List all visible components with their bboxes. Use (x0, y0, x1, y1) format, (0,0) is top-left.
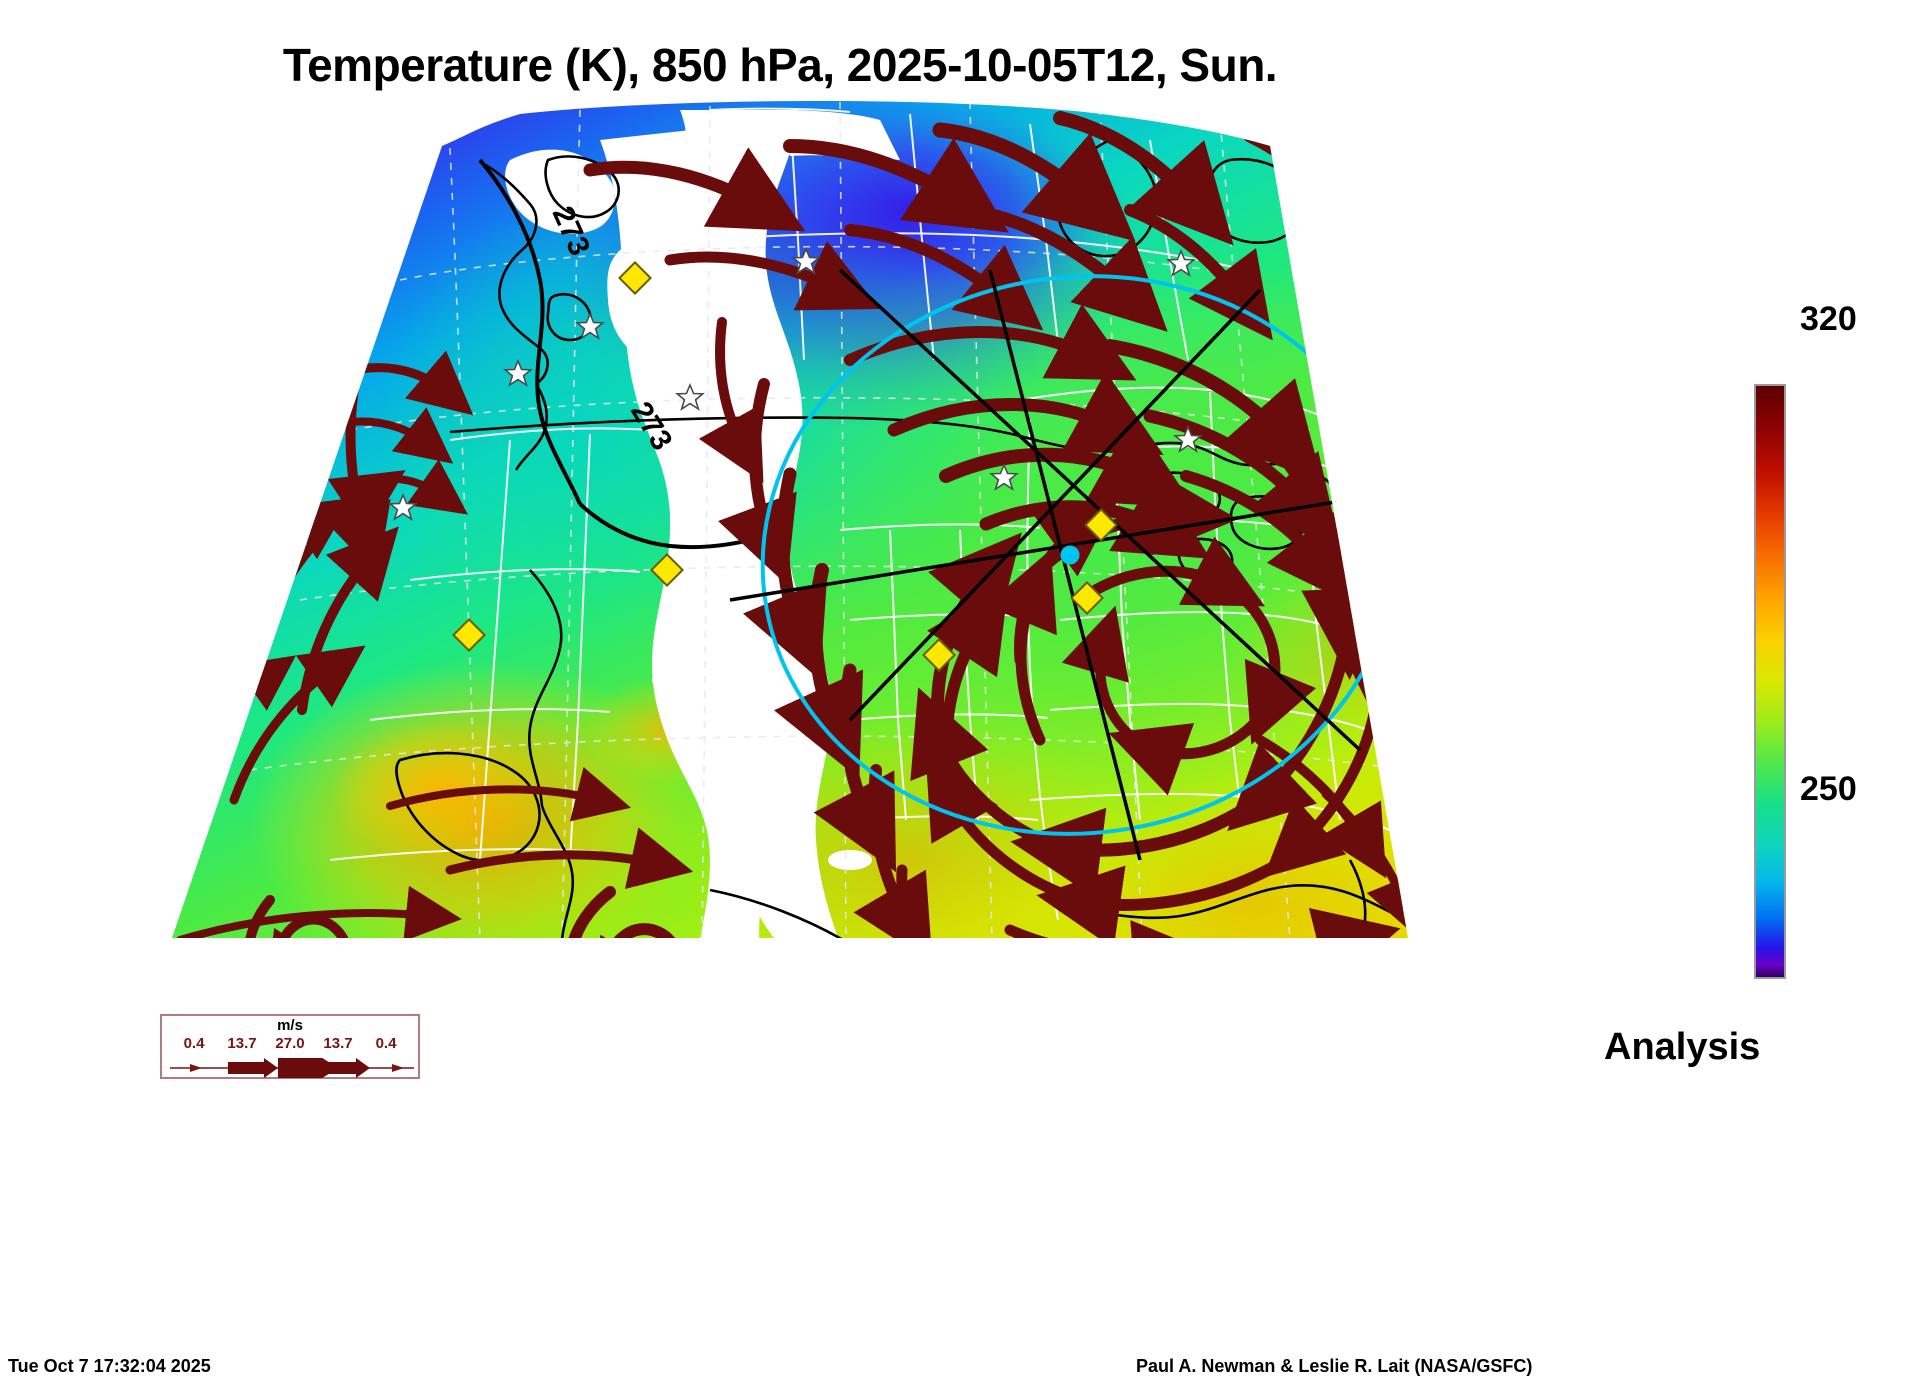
analysis-label: Analysis (1604, 1026, 1761, 1068)
diamond-markers (452, 261, 1118, 672)
star-marker (388, 492, 418, 521)
wind-tick-1: 13.7 (227, 1035, 257, 1052)
wind-tick-0: 0.4 (183, 1035, 205, 1052)
page-title: Temperature (K), 850 hPa, 2025-10-05T12,… (282, 39, 1278, 91)
flight-center-marker (1060, 545, 1080, 565)
station-markers (388, 246, 1203, 672)
star-marker (503, 358, 533, 387)
map-panel: 273 273 (150, 100, 1440, 1010)
star-marker (791, 246, 821, 275)
diamond-marker (618, 261, 652, 295)
diamond-marker (650, 553, 684, 587)
star-markers (388, 246, 1203, 521)
wind-units-label: m/s (277, 1017, 303, 1034)
diamond-marker (922, 638, 956, 672)
diamond-marker (1070, 581, 1104, 615)
star-marker (675, 382, 705, 411)
star-marker (989, 462, 1019, 491)
wind-tick-labels: 0.4 13.7 27.0 13.7 0.4 (162, 1035, 418, 1052)
weather-map: 273 273 (172, 100, 1408, 938)
colorbar-max-label: 320 (1800, 300, 1857, 338)
wind-scale-arrow-icon (170, 1058, 414, 1078)
diamond-marker (452, 618, 486, 652)
wind-speed-legend: m/s 0.4 13.7 27.0 13.7 0.4 (160, 1014, 420, 1079)
colorbar (1754, 384, 1786, 979)
author-credit: Paul A. Newman & Leslie R. Lait (NASA/GS… (1136, 1356, 1533, 1376)
star-marker (575, 311, 605, 340)
wind-tick-4: 0.4 (375, 1035, 397, 1052)
wind-tick-3: 13.7 (323, 1035, 353, 1052)
wind-tick-2: 27.0 (275, 1035, 305, 1052)
generation-timestamp: Tue Oct 7 17:32:04 2025 (8, 1356, 211, 1376)
colorbar-min-label: 250 (1800, 770, 1857, 808)
star-marker (1173, 424, 1203, 453)
star-marker (1166, 248, 1196, 277)
diamond-marker (1084, 508, 1118, 542)
